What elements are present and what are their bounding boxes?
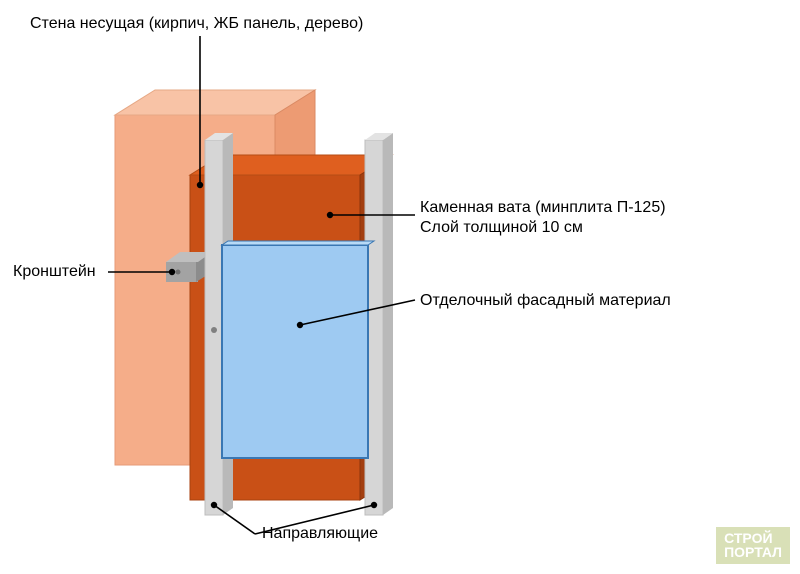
label-insulation-line1: Каменная вата (минплита П-125) (420, 198, 666, 218)
cladding-panel-top (222, 241, 374, 245)
watermark: СТРОЙ ПОРТАЛ (716, 527, 790, 564)
facade-diagram (0, 0, 800, 574)
label-insulation-line2: Слой толщиной 10 см (420, 218, 583, 238)
cladding-panel-shape (222, 245, 368, 458)
watermark-line1: СТРОЙ (724, 531, 782, 546)
label-bracket: Кронштейн (13, 262, 96, 282)
rail-fastener (211, 327, 217, 333)
rail-right-shape (365, 133, 393, 515)
label-wall: Стена несущая (кирпич, ЖБ панель, дерево… (30, 14, 363, 34)
label-rails: Направляющие (262, 524, 378, 544)
label-panel: Отделочный фасадный материал (420, 291, 671, 311)
watermark-line2: ПОРТАЛ (724, 545, 782, 560)
